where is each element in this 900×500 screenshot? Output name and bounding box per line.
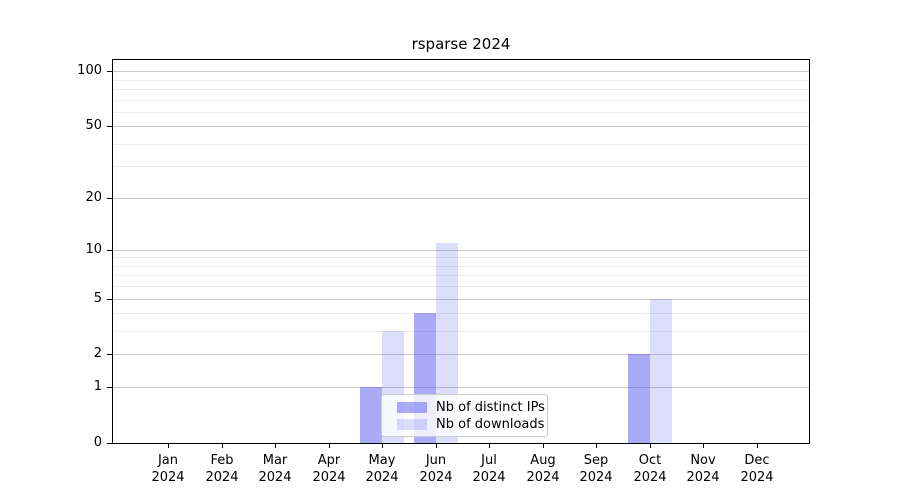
y-axis-tick-mark — [107, 250, 112, 251]
gridline — [113, 266, 809, 267]
bar-downloads-jun — [436, 243, 458, 443]
gridline — [113, 89, 809, 90]
gridline — [113, 198, 809, 199]
legend-swatch-distinct-ips — [397, 402, 427, 413]
x-axis-tick-label: Jun 2024 — [419, 453, 453, 485]
legend-swatch-downloads — [397, 419, 427, 430]
x-axis-tick-mark — [596, 444, 597, 448]
gridline — [113, 387, 809, 388]
gridline — [113, 331, 809, 332]
x-axis-tick-label: Sep 2024 — [579, 453, 613, 485]
gridline — [113, 71, 809, 72]
bar-downloads-oct — [650, 299, 672, 443]
x-axis-tick-mark — [650, 444, 651, 448]
bar-distinct-ips-oct — [628, 354, 650, 443]
y-axis-tick-label: 50 — [85, 118, 102, 133]
gridline — [113, 126, 809, 127]
gridline — [113, 299, 809, 300]
plot-area — [112, 59, 810, 444]
y-axis-tick-mark — [107, 198, 112, 199]
x-axis-tick-label: Nov 2024 — [686, 453, 720, 485]
legend: Nb of distinct IPs Nb of downloads — [381, 394, 548, 437]
legend-label-downloads: Nb of downloads — [436, 416, 545, 432]
y-axis-tick-mark — [107, 354, 112, 355]
x-axis-tick-mark — [543, 444, 544, 448]
legend-item-distinct-ips: Nb of distinct IPs — [397, 399, 547, 416]
x-axis-tick-mark — [275, 444, 276, 448]
y-axis-tick-mark — [107, 443, 112, 444]
y-axis-tick-label: 20 — [85, 190, 102, 205]
x-axis-tick-label: Aug 2024 — [526, 453, 560, 485]
y-axis-tick-mark — [107, 126, 112, 127]
y-axis-tick-mark — [107, 387, 112, 388]
gridline — [113, 250, 809, 251]
gridline — [113, 313, 809, 314]
y-axis-tick-label: 5 — [93, 291, 102, 306]
x-axis-tick-label: Feb 2024 — [205, 453, 239, 485]
x-axis-tick-label: Jul 2024 — [472, 453, 506, 485]
x-axis-tick-label: Jan 2024 — [151, 453, 185, 485]
x-axis-tick-label: Apr 2024 — [312, 453, 346, 485]
x-axis-tick-mark — [168, 444, 169, 448]
y-axis-tick-mark — [107, 299, 112, 300]
x-axis-tick-mark — [436, 444, 437, 448]
x-axis-tick-label: Dec 2024 — [740, 453, 774, 485]
x-axis-tick-label: Oct 2024 — [633, 453, 667, 485]
legend-item-downloads: Nb of downloads — [397, 416, 547, 433]
y-axis-tick-label: 100 — [77, 63, 102, 78]
y-axis-tick-label: 10 — [85, 242, 102, 257]
chart-title: rsparse 2024 — [411, 35, 511, 53]
gridline — [113, 354, 809, 355]
x-axis-tick-label: Mar 2024 — [258, 453, 292, 485]
x-axis-tick-mark — [382, 444, 383, 448]
x-axis-tick-mark — [222, 444, 223, 448]
gridline — [113, 166, 809, 167]
gridline — [113, 80, 809, 81]
y-axis-tick-label: 2 — [93, 346, 102, 361]
bar-distinct-ips-may — [360, 387, 382, 443]
x-axis-tick-mark — [489, 444, 490, 448]
x-axis-tick-mark — [757, 444, 758, 448]
y-axis-tick-label: 1 — [93, 379, 102, 394]
gridline — [113, 112, 809, 113]
gridline — [113, 144, 809, 145]
y-axis-tick-label: 0 — [93, 435, 102, 450]
y-axis-tick-mark — [107, 71, 112, 72]
x-axis-tick-mark — [703, 444, 704, 448]
gridline — [113, 100, 809, 101]
gridline — [113, 286, 809, 287]
x-axis-tick-mark — [329, 444, 330, 448]
gridline — [113, 275, 809, 276]
x-axis-tick-label: May 2024 — [365, 453, 399, 485]
gridline — [113, 257, 809, 258]
legend-label-distinct-ips: Nb of distinct IPs — [436, 399, 545, 415]
